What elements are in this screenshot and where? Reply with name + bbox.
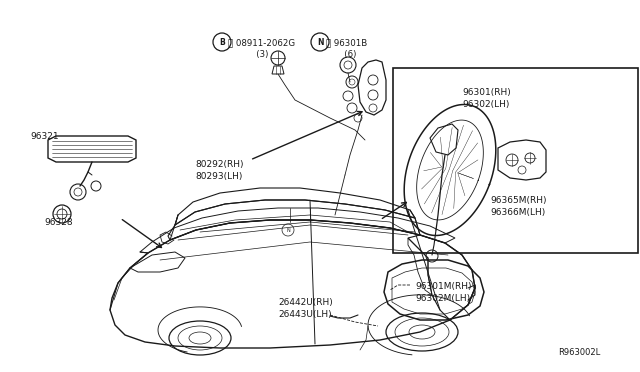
Bar — [393, 68, 638, 253]
Text: R963002L: R963002L — [558, 348, 600, 357]
Text: 96301M(RH): 96301M(RH) — [415, 282, 472, 291]
Text: 96302M(LH): 96302M(LH) — [415, 294, 470, 303]
Text: 96365M(RH): 96365M(RH) — [490, 196, 547, 205]
Text: Ⓑ 08911-2062G: Ⓑ 08911-2062G — [228, 38, 295, 47]
Text: 80292(RH): 80292(RH) — [195, 160, 243, 169]
Text: (6): (6) — [336, 50, 356, 59]
Text: 96302(LH): 96302(LH) — [462, 100, 509, 109]
Text: B: B — [219, 38, 225, 46]
Text: N: N — [317, 38, 323, 46]
Text: N: N — [286, 228, 290, 232]
Text: (3): (3) — [248, 50, 268, 59]
Text: 96301(RH): 96301(RH) — [462, 88, 511, 97]
Text: Ⓝ 96301B: Ⓝ 96301B — [326, 38, 367, 47]
Text: 96321: 96321 — [30, 132, 59, 141]
Text: 80293(LH): 80293(LH) — [195, 172, 243, 181]
Text: 96328: 96328 — [44, 218, 72, 227]
Text: 26442U(RH): 26442U(RH) — [278, 298, 333, 307]
Text: 26443U(LH): 26443U(LH) — [278, 310, 332, 319]
Text: 96366M(LH): 96366M(LH) — [490, 208, 545, 217]
